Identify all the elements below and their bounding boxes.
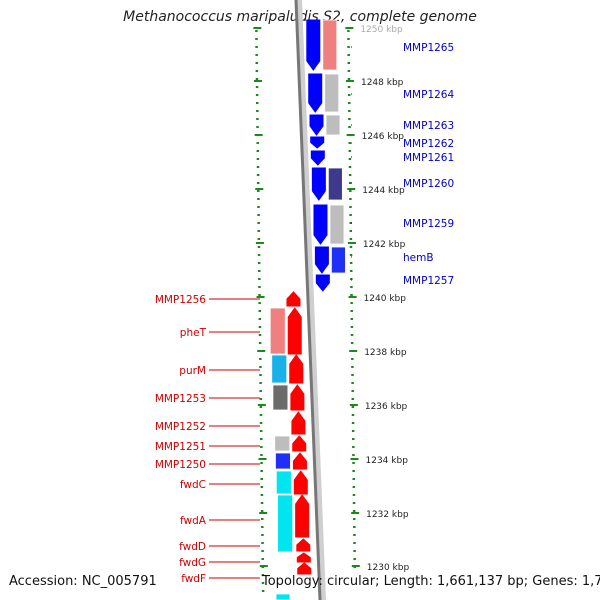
position-tick-label: 1250 kbp bbox=[360, 25, 403, 35]
forward-gene-label: MMP1257 bbox=[403, 275, 454, 287]
position-tick-label: 1238 kbp bbox=[364, 348, 407, 358]
reverse-cog-box bbox=[271, 354, 288, 384]
reverse-gene-arrow bbox=[287, 307, 302, 355]
reverse-gene-label: pheT bbox=[180, 327, 207, 339]
position-tick-label: 1242 kbp bbox=[363, 240, 406, 250]
reverse-gene-arrow bbox=[292, 452, 307, 470]
reverse-gene-label: MMP1253 bbox=[155, 393, 206, 405]
forward-cog-box bbox=[327, 167, 343, 201]
reverse-gene-arrow bbox=[295, 494, 310, 538]
forward-gene-label: MMP1263 bbox=[403, 120, 454, 132]
forward-gene-label: MMP1265 bbox=[403, 42, 454, 54]
reverse-gene-arrow bbox=[296, 552, 311, 563]
forward-gene-label: hemB bbox=[403, 252, 434, 264]
reverse-gene-label: fwdC bbox=[180, 479, 206, 491]
forward-gene-arrow bbox=[311, 167, 326, 201]
reverse-gene-label: fwdG bbox=[179, 557, 206, 569]
position-tick-label: 1234 kbp bbox=[366, 456, 409, 466]
position-tick-label: 1236 kbp bbox=[365, 402, 408, 412]
forward-gene-arrow bbox=[308, 73, 323, 113]
position-tick-label: 1232 kbp bbox=[366, 510, 409, 520]
reverse-cog-box bbox=[275, 470, 292, 495]
genome-backbone bbox=[294, 0, 322, 600]
reverse-cog-box bbox=[275, 593, 291, 600]
forward-cog-box bbox=[322, 19, 338, 71]
reverse-cog-box bbox=[277, 494, 294, 553]
forward-gene-arrow bbox=[306, 19, 321, 71]
position-tick-label: 1240 kbp bbox=[364, 294, 407, 304]
reverse-gene-label: MMP1250 bbox=[155, 459, 206, 471]
reverse-gene-arrow bbox=[297, 562, 312, 575]
backbone-shadow bbox=[296, 0, 326, 600]
reverse-gene-arrow bbox=[289, 354, 304, 384]
forward-gene-arrow bbox=[310, 150, 325, 166]
reverse-cog-box bbox=[274, 435, 291, 452]
outer-tick-ruler bbox=[347, 29, 357, 571]
forward-cog-box bbox=[329, 204, 345, 245]
reverse-gene-label: fwdA bbox=[180, 515, 207, 527]
reverse-gene-label: fwdF bbox=[181, 573, 206, 585]
reverse-cog-box bbox=[272, 384, 289, 411]
reverse-cog-box bbox=[275, 452, 291, 470]
reverse-gene-arrow bbox=[293, 470, 308, 495]
forward-gene-arrow bbox=[313, 204, 328, 245]
reverse-gene-label: MMP1252 bbox=[155, 421, 206, 433]
topology-text: Topology: circular; Length: 1,661,137 bp… bbox=[262, 574, 600, 589]
forward-cog-box bbox=[325, 114, 341, 136]
reverse-gene-label: purM bbox=[179, 365, 206, 377]
reverse-gene-label: MMP1251 bbox=[155, 441, 206, 453]
forward-cog-box bbox=[330, 246, 346, 274]
position-tick-label: 1230 kbp bbox=[367, 563, 410, 573]
reverse-gene-arrow bbox=[296, 538, 311, 552]
reverse-gene-arrow bbox=[286, 291, 301, 307]
forward-cog-box bbox=[324, 73, 340, 113]
forward-gene-arrow bbox=[310, 136, 325, 149]
forward-gene-label: MMP1259 bbox=[403, 218, 454, 230]
reverse-gene-label: MMP1256 bbox=[155, 294, 206, 306]
forward-gene-label: MMP1264 bbox=[403, 89, 454, 101]
position-tick-label: 1248 kbp bbox=[361, 78, 404, 88]
forward-gene-label: MMP1260 bbox=[403, 178, 454, 190]
reverse-gene-label: fwdD bbox=[179, 541, 206, 553]
forward-gene-label: MMP1261 bbox=[403, 152, 454, 164]
position-tick-label: 1246 kbp bbox=[362, 132, 405, 142]
position-tick-label: 1244 kbp bbox=[362, 186, 405, 196]
reverse-gene-arrow bbox=[291, 411, 306, 435]
reverse-cog-box bbox=[269, 307, 286, 355]
forward-gene-arrow bbox=[309, 114, 324, 136]
forward-gene-arrow bbox=[315, 274, 330, 292]
inner-tick-ruler bbox=[255, 29, 265, 599]
accession-text: Accession: NC_005791 bbox=[9, 574, 157, 589]
forward-gene-label: MMP1262 bbox=[403, 138, 454, 150]
forward-gene-arrow bbox=[314, 246, 329, 274]
reverse-gene-arrow bbox=[292, 435, 307, 452]
reverse-gene-arrow bbox=[290, 384, 305, 411]
